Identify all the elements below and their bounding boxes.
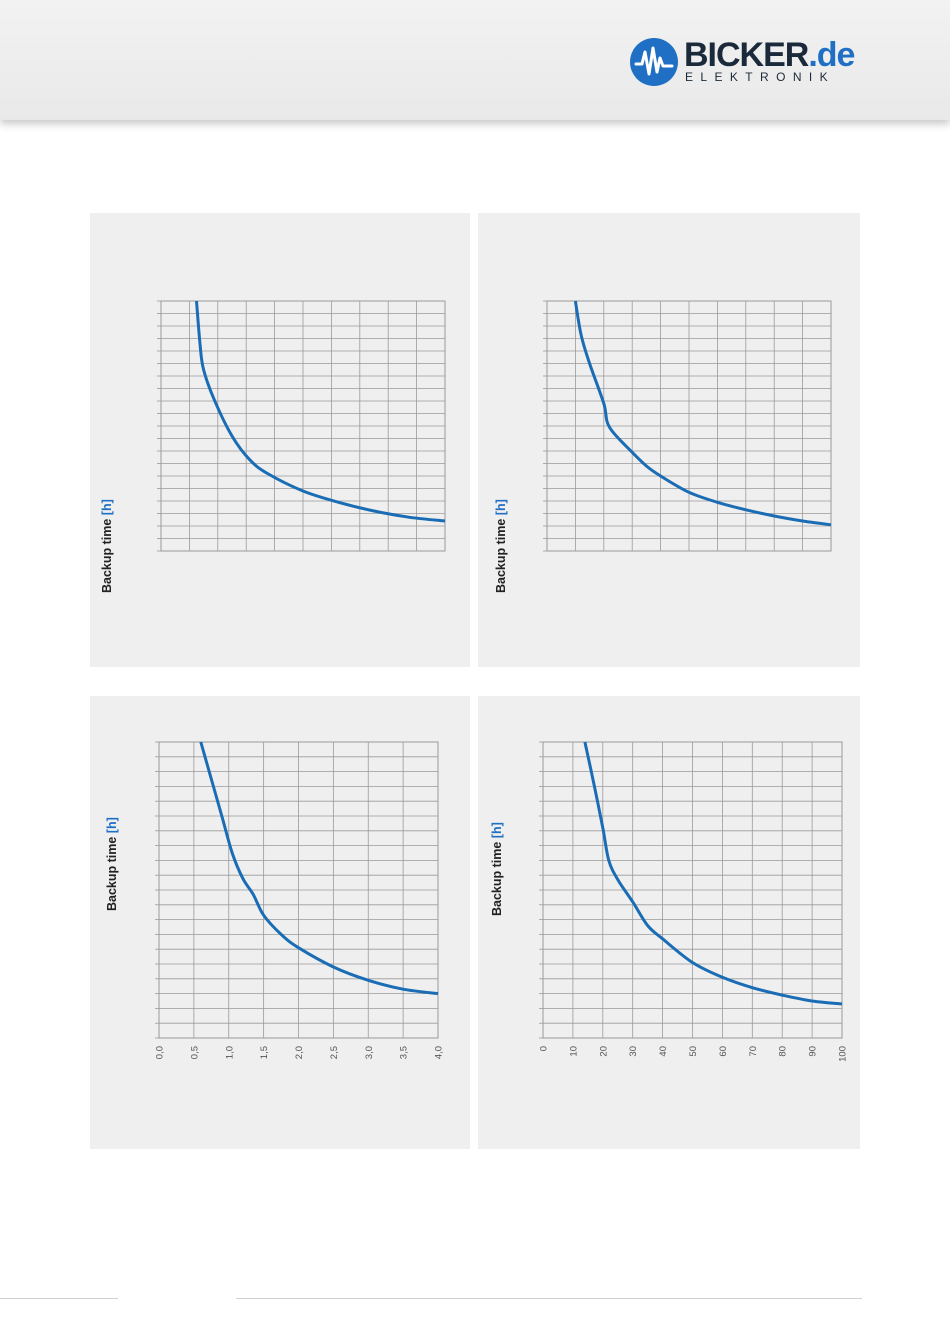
x-tick-label: 4,0 xyxy=(434,1046,445,1059)
waveform-logo-icon xyxy=(630,38,678,86)
x-tick-label: 3,5 xyxy=(399,1046,410,1059)
y-axis-label-unit: [h] xyxy=(490,822,504,838)
backup-time-curve xyxy=(583,741,843,1006)
brand-main: BICKER xyxy=(684,36,809,74)
y-axis-label-text: Backup time xyxy=(490,838,504,916)
y-axis-label-unit: [h] xyxy=(494,499,508,515)
y-axis-label: Backup time [h] xyxy=(100,499,114,593)
x-tick-label: 90 xyxy=(808,1046,819,1057)
chart-panel-bottom-left: 0,0 0,5 1,0 1,5 2,0 2,5 3,0 3,5 4,0 Backup time [… xyxy=(90,696,470,1149)
backup-time-chart-3: 0,0 0,5 1,0 1,5 2,0 2,5 3,0 3,5 4,0 Backup time [… xyxy=(105,741,445,1059)
y-axis-label: Backup time [h] xyxy=(494,499,508,593)
backup-time-curve xyxy=(199,741,439,996)
brand-subtitle: ELEKTRONIK xyxy=(685,70,836,84)
backup-time-chart-1: Backup time [h] xyxy=(100,300,446,593)
brand-tld: .de xyxy=(808,36,855,74)
backup-time-curve xyxy=(573,300,832,527)
brand-name: BICKER.de xyxy=(684,36,855,75)
x-tick-label: 60 xyxy=(718,1046,729,1057)
brand-logo[interactable]: BICKER.de ELEKTRONIK xyxy=(628,36,868,92)
x-tick-label: 2,0 xyxy=(294,1046,305,1059)
y-axis-label-unit: [h] xyxy=(100,499,114,515)
x-tick-label: 80 xyxy=(778,1046,789,1057)
backup-time-chart-2: Backup time [h] xyxy=(494,300,832,593)
x-tick-label: 10 xyxy=(568,1046,579,1057)
chart-panel-top-left: Backup time [h] xyxy=(90,213,470,667)
x-tick-label: 40 xyxy=(658,1046,669,1057)
x-tick-label: 0,5 xyxy=(189,1046,200,1059)
x-tick-label: 0,0 xyxy=(155,1046,166,1059)
x-tick-label: 50 xyxy=(688,1046,699,1057)
x-tick-label: 30 xyxy=(628,1046,639,1057)
x-tick-label: 100 xyxy=(838,1046,849,1062)
x-tick-label: 0 xyxy=(539,1046,550,1051)
backup-time-chart-4: 0 10 20 30 40 50 60 70 80 90 100 Backup time [h] xyxy=(490,741,849,1062)
y-axis-label-unit: [h] xyxy=(105,817,119,833)
y-axis-label: Backup time [h] xyxy=(490,822,504,916)
y-axis-label-text: Backup time xyxy=(494,515,508,593)
chart-panel-bottom-right: 0 10 20 30 40 50 60 70 80 90 100 Backup time [h] xyxy=(478,696,860,1149)
footer-divider-right xyxy=(236,1298,862,1299)
x-tick-label: 20 xyxy=(598,1046,609,1057)
x-tick-label: 70 xyxy=(748,1046,759,1057)
chart-panel-top-right: Backup time [h] xyxy=(478,213,860,667)
x-tick-label: 1,0 xyxy=(224,1046,235,1059)
footer-divider-left xyxy=(0,1298,118,1299)
x-tick-label: 1,5 xyxy=(259,1046,270,1059)
y-axis-label-text: Backup time xyxy=(100,515,114,593)
x-tick-label: 2,5 xyxy=(329,1046,340,1059)
y-axis-label: Backup time [h] xyxy=(105,817,119,911)
page-header: BICKER.de ELEKTRONIK xyxy=(0,0,950,120)
y-axis-label-text: Backup time xyxy=(105,833,119,911)
x-tick-label: 3,0 xyxy=(364,1046,375,1059)
backup-time-curve xyxy=(195,300,446,523)
